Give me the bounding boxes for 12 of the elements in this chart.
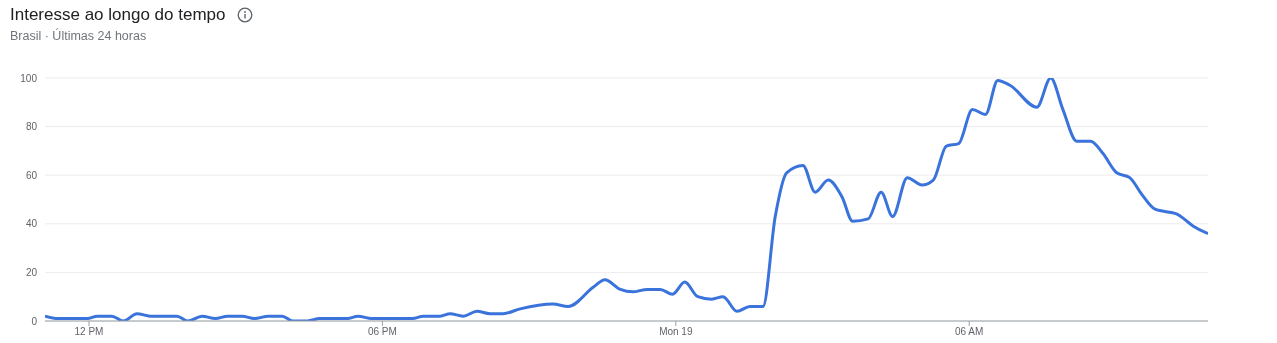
- chart-title: Interesse ao longo do tempo: [10, 5, 226, 25]
- y-tick-label: 100: [20, 72, 38, 84]
- y-tick-label: 40: [25, 218, 38, 230]
- x-tick-label: 12 PM: [74, 326, 104, 338]
- y-tick-label: 0: [31, 315, 38, 327]
- y-tick-label: 60: [25, 169, 38, 181]
- x-tick-label: 06 PM: [367, 326, 397, 338]
- x-tick-label: Mon 19: [659, 326, 693, 338]
- y-tick-label: 20: [25, 266, 38, 278]
- x-tick-label: 06 AM: [955, 326, 984, 338]
- chart-subtitle: Brasil · Últimas 24 horas: [10, 29, 147, 43]
- y-tick-label: 80: [25, 121, 38, 133]
